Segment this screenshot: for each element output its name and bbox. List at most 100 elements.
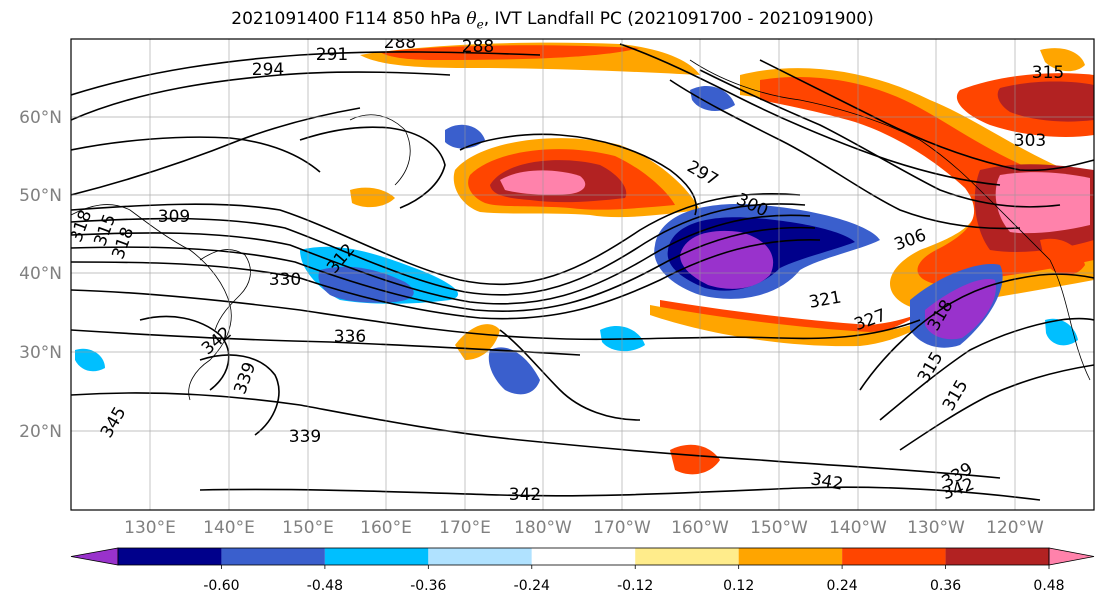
contour-line	[899, 364, 1094, 451]
colorbar-segment	[324, 548, 429, 565]
contour-line	[499, 329, 641, 421]
central-pacific-warm-lobe-peak	[500, 170, 586, 195]
colorbar-segment	[221, 548, 325, 565]
colorbar-tick-label: -0.48	[307, 578, 343, 594]
contour-line	[669, 79, 1021, 230]
longitude-label: 150°E	[282, 518, 334, 538]
title-suffix: , IVT Landfall PC (2021091700 - 20210919…	[483, 9, 874, 29]
midpacific-warm-patch	[455, 324, 500, 360]
colorbar-extend-min	[70, 547, 119, 566]
west-pacific-cold-band-core	[318, 266, 414, 303]
longitude-label: 170°W	[593, 518, 651, 538]
contour-line	[139, 315, 230, 391]
colorbar-tick-label: -0.24	[514, 578, 550, 594]
latitude-label: 30°N	[19, 343, 62, 363]
longitude-label: 170°E	[439, 518, 491, 538]
southwest-cold-patch	[75, 348, 105, 372]
colorbar	[70, 547, 1095, 566]
contour-line	[199, 486, 1041, 501]
contour-line	[71, 392, 1001, 479]
colorbar-segment	[842, 548, 946, 565]
title-prefix: 2021091400 F114 850 hPa	[231, 9, 467, 29]
contour-label: 342	[509, 485, 541, 505]
longitude-labels: 130°E 140°E 150°E 160°E 170°E 180°W 170°W 160°W…	[124, 518, 1044, 538]
colorbar-tick-label: -0.12	[617, 578, 653, 594]
north-america-west-coast	[1049, 259, 1091, 381]
contour-label: 288	[462, 37, 494, 57]
latitude-label: 20°N	[19, 422, 62, 442]
contour-line	[71, 289, 921, 341]
theta-e-symbol: θe	[466, 9, 484, 32]
longitude-label: 160°W	[671, 518, 729, 538]
contour-line	[71, 136, 321, 173]
e-subscript: e	[476, 17, 484, 32]
contour-line	[71, 107, 361, 196]
theta-symbol: θ	[466, 9, 477, 29]
contour-line	[879, 317, 1094, 421]
contour-line	[71, 239, 821, 320]
contour-label: 315	[1032, 63, 1064, 83]
japan-coastline	[199, 249, 251, 331]
contour-line	[71, 226, 816, 313]
contour-line	[859, 273, 1094, 391]
coastlines	[71, 59, 1091, 401]
east-pacific-warm-patch	[1040, 238, 1085, 276]
colorbar-tick-label: 0.48	[1033, 578, 1064, 594]
contour-label: 303	[1014, 131, 1046, 151]
positive-anomaly-regions	[350, 42, 1094, 475]
hawaii-warm-patch	[670, 444, 720, 475]
contour-label: 330	[269, 270, 301, 290]
kamchatka-coastline	[349, 114, 411, 186]
latitude-label: 40°N	[19, 264, 62, 284]
longitude-label: 130°E	[124, 518, 176, 538]
contour-line	[759, 59, 1094, 172]
alaska-cold-patch	[690, 85, 735, 112]
northeast-warm-patch	[1040, 48, 1085, 72]
map-frame	[70, 38, 1095, 511]
contour-line	[199, 354, 280, 436]
contour-line	[299, 126, 446, 209]
colorbar-segment	[738, 548, 843, 565]
colorbar-tick-label: 0.24	[827, 578, 858, 594]
contour-label: 309	[158, 207, 190, 227]
chart-title: 2021091400 F114 850 hPa θe, IVT Landfall…	[0, 9, 1105, 31]
colorbar-segment	[945, 548, 1049, 565]
longitude-label: 130°W	[907, 518, 965, 538]
contour-label: 294	[252, 60, 284, 80]
contour-label: 339	[289, 427, 321, 447]
longitude-label: 140°W	[829, 518, 887, 538]
latitude-label: 60°N	[19, 108, 62, 128]
latitude-labels: 60°N 50°N 40°N 30°N 20°N	[19, 108, 62, 442]
gulf-of-alaska-peak	[995, 172, 1090, 234]
contour-line	[71, 71, 451, 121]
theta-e-contours	[71, 43, 1094, 501]
graticule	[71, 39, 1094, 510]
longitude-label: 150°W	[750, 518, 808, 538]
latitude-label: 50°N	[19, 186, 62, 206]
colorbar-segment	[428, 548, 532, 565]
contour-label: 288	[384, 33, 416, 53]
asia-coastline	[71, 204, 232, 401]
colorbar-extend-max	[1048, 547, 1095, 566]
colorbar-segment	[531, 548, 636, 565]
colorbar-tick-labels: -0.60 -0.48 -0.36 -0.24 -0.12 0.12 0.24 0.36 0.4…	[203, 565, 1065, 594]
contour-line	[71, 192, 801, 286]
colorbar-tick-label: -0.36	[410, 578, 446, 594]
subtropical-cold-patch	[488, 347, 540, 395]
arctic-warm-patch-core	[997, 81, 1094, 122]
colorbar-frame	[117, 547, 1050, 566]
contour-line	[71, 329, 581, 356]
subtropical-warm-arc-outer	[650, 300, 955, 347]
southeast-cold-patch	[1045, 318, 1078, 346]
colorbar-tick-label: 0.12	[723, 578, 754, 594]
colorbar-segment	[635, 548, 739, 565]
contour-label: 336	[334, 327, 366, 347]
longitude-label: 180°W	[514, 518, 572, 538]
north-pacific-warm-band-core	[380, 45, 640, 60]
longitude-label: 160°E	[360, 518, 412, 538]
longitude-label: 120°W	[986, 518, 1044, 538]
contour-label: 291	[316, 45, 348, 65]
contour-line	[459, 133, 697, 216]
